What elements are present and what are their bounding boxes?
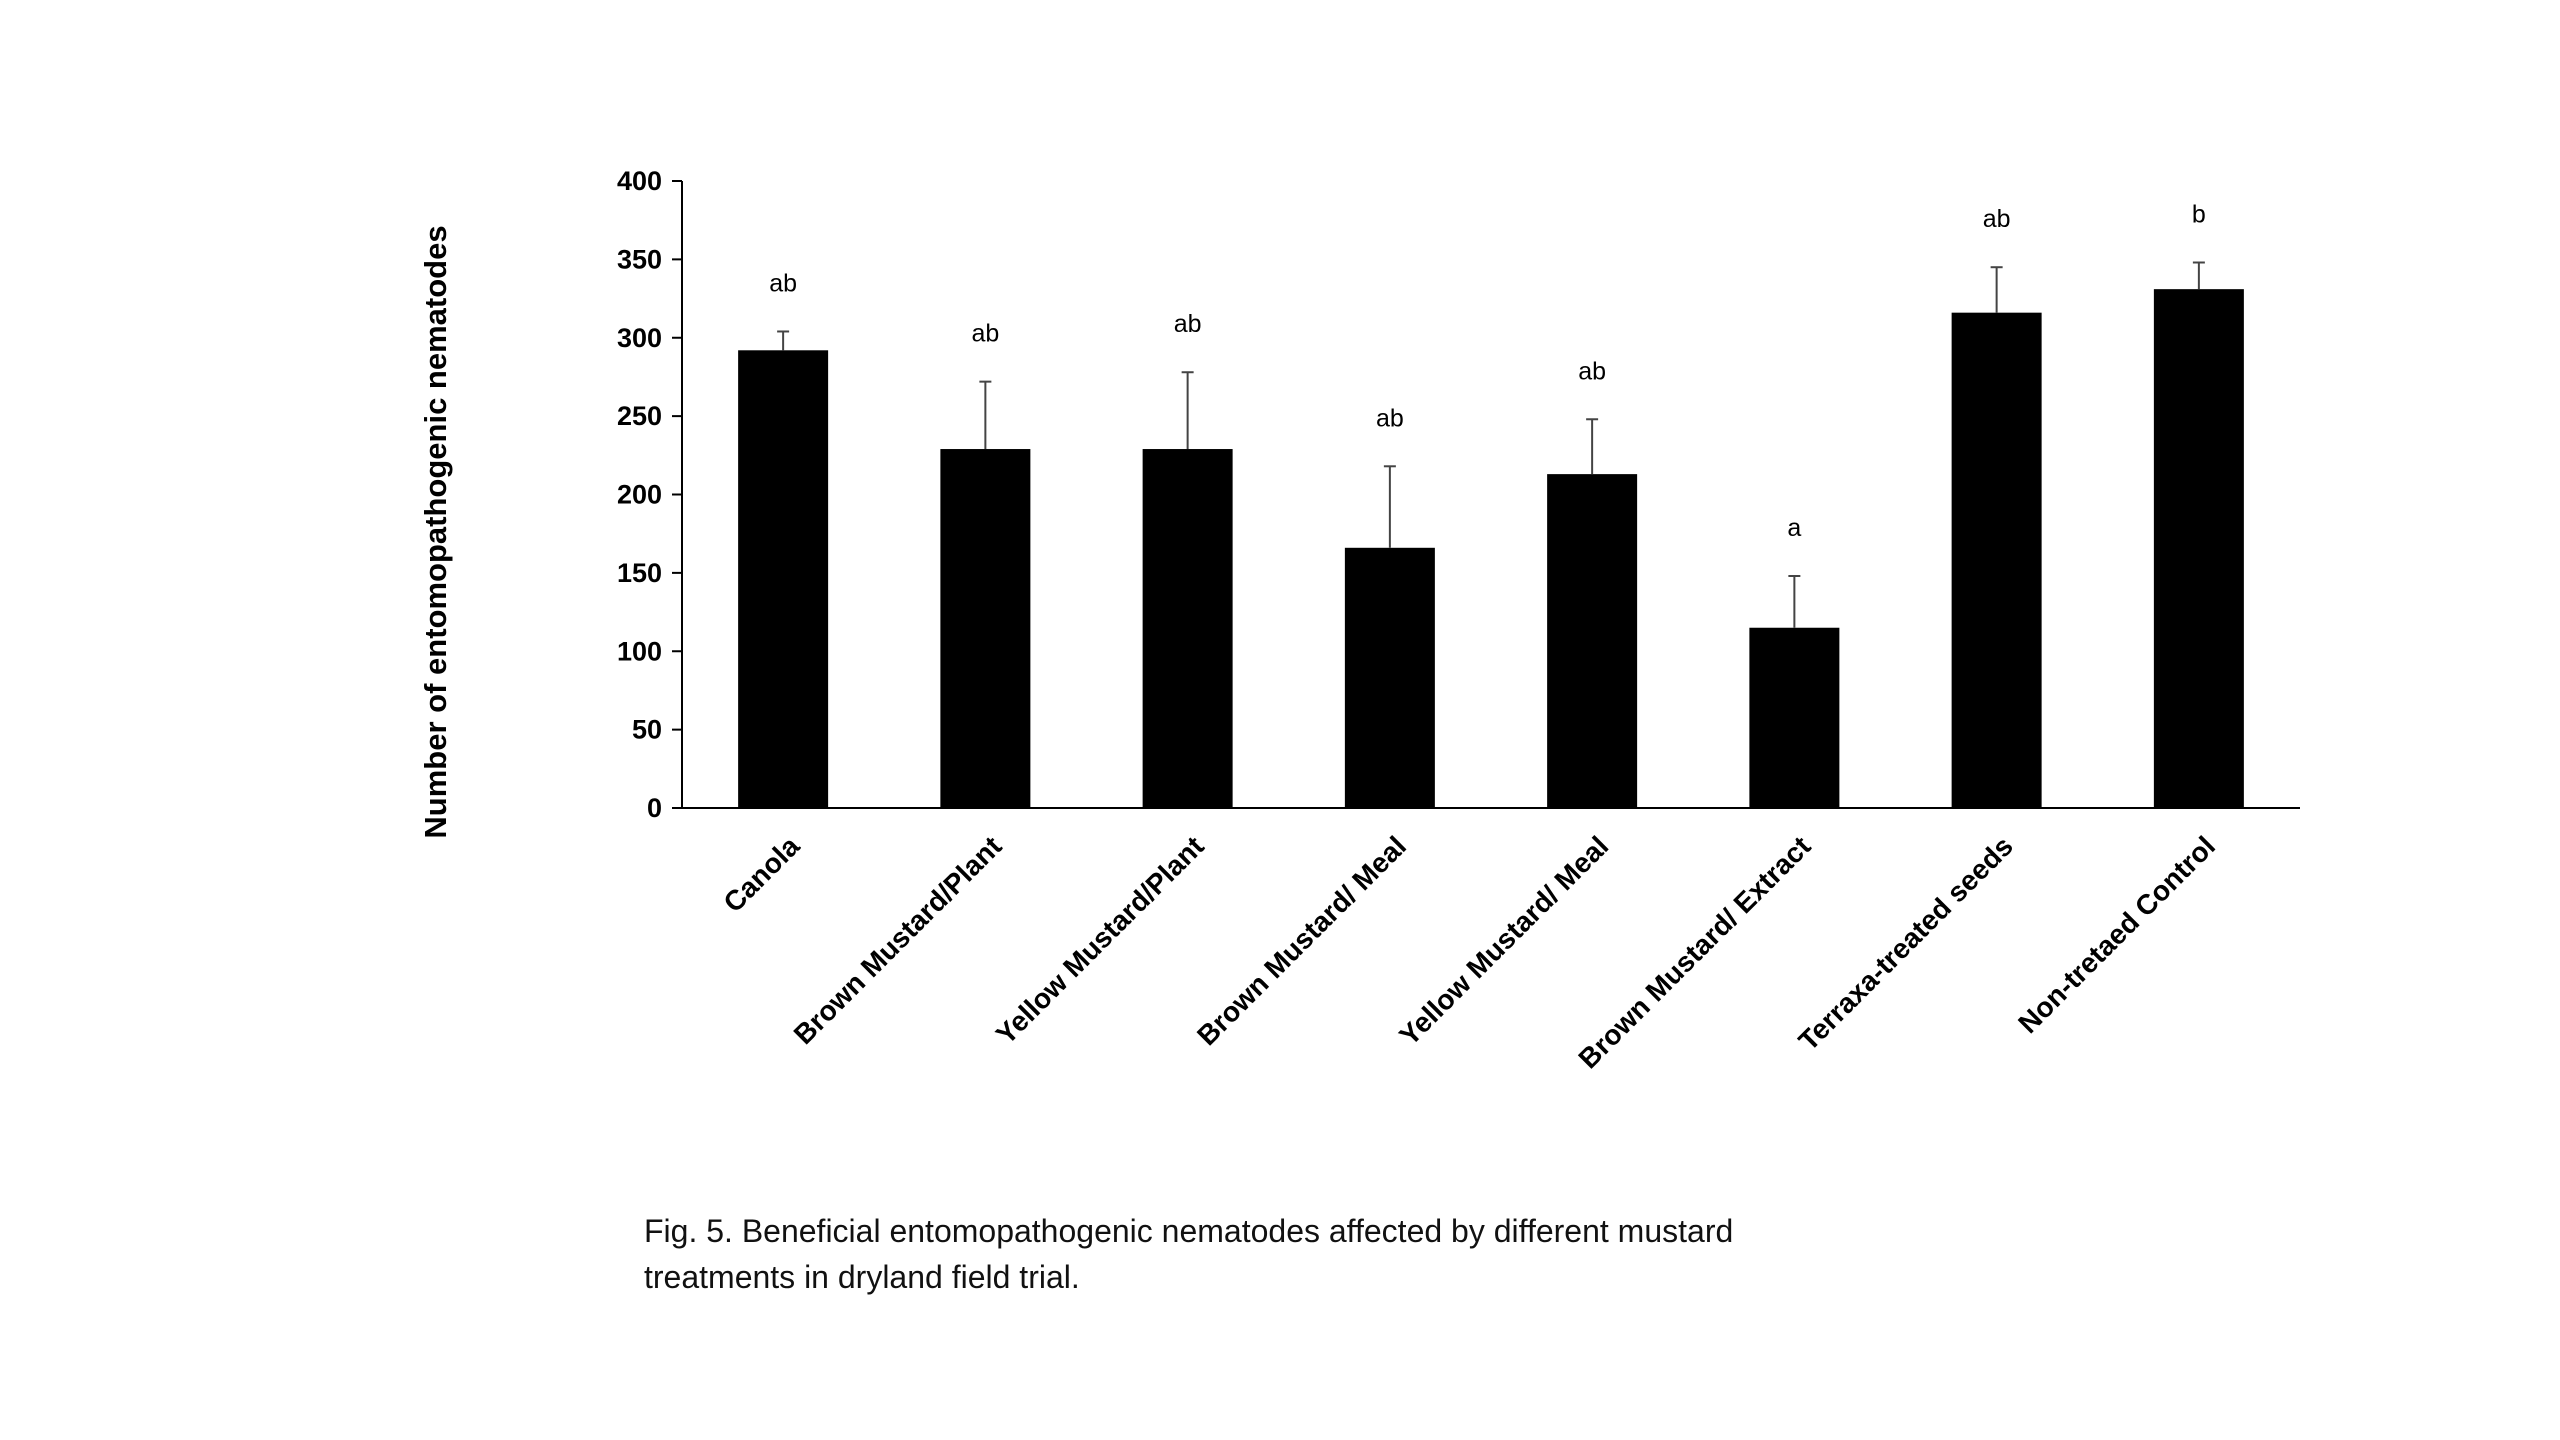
bar [1547, 474, 1638, 808]
bar [2153, 289, 2244, 809]
y-tick-label: 350 [617, 244, 662, 274]
chart-axes: 0 50 100 150 200 250 300 350 400 [617, 166, 2300, 823]
y-tick-label: 0 [647, 793, 662, 823]
x-tick-label: Brown Mustard/ Extract [1572, 830, 1816, 1074]
x-tick-label: Brown Mustard/ Meal [1191, 830, 1412, 1051]
caption-line-1: Fig. 5. Beneficial entomopathogenic nema… [644, 1213, 1734, 1249]
y-tick-label: 300 [617, 323, 662, 353]
significance-label: b [2192, 201, 2206, 229]
bar [940, 449, 1031, 808]
x-tick-label: Yellow Mustard/Plant [990, 830, 1210, 1050]
bar [1142, 449, 1233, 808]
caption-line-2: treatments in dryland field trial. [644, 1259, 1080, 1295]
y-tick-label: 50 [632, 715, 662, 745]
y-axis-title: Number of entomopathogenic nematodes [418, 225, 453, 838]
x-tick-label: Non-tretaed Control [2012, 830, 2221, 1039]
significance-label: ab [971, 320, 999, 348]
x-tick-label: Canola [717, 830, 805, 918]
bar [1344, 547, 1435, 808]
figure-caption: Fig. 5. Beneficial entomopathogenic nema… [644, 1208, 1944, 1300]
chart-bars: ab ab ab ab ab a ab b [738, 201, 2244, 809]
bar [738, 350, 829, 808]
x-tick-label: Yellow Mustard/ Meal [1393, 830, 1614, 1051]
significance-label: ab [1578, 357, 1606, 385]
y-tick-label: 200 [617, 480, 662, 510]
significance-label: ab [1174, 310, 1202, 338]
y-tick-label: 100 [617, 636, 662, 666]
significance-label: ab [1376, 404, 1404, 432]
y-tick-label: 400 [617, 166, 662, 196]
y-tick-label: 250 [617, 401, 662, 431]
significance-label: ab [769, 269, 797, 297]
bar [1749, 627, 1840, 808]
significance-label: ab [1983, 205, 2011, 233]
x-tick-label: Brown Mustard/Plant [788, 830, 1008, 1050]
x-tick-label: Terraxa-treated seeds [1793, 830, 2019, 1056]
significance-label: a [1787, 514, 1801, 542]
bar [1951, 312, 2042, 808]
y-tick-label: 150 [617, 558, 662, 588]
